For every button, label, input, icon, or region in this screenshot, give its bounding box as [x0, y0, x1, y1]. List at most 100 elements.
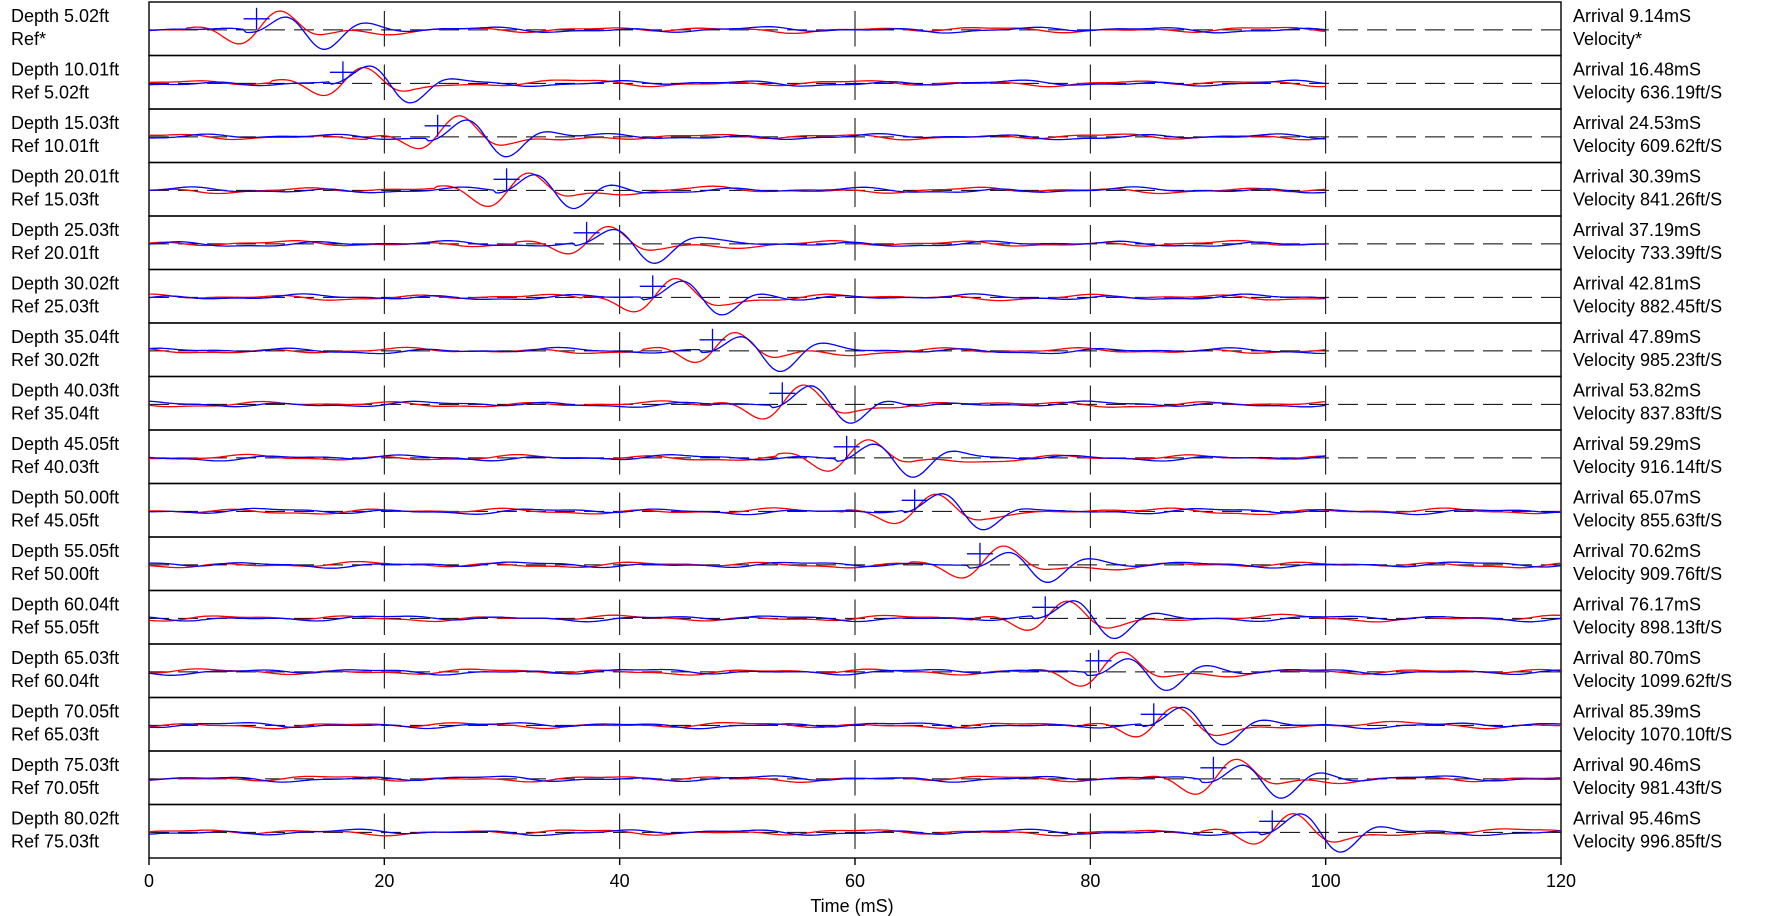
depth-label: Depth 10.01ft	[11, 60, 119, 80]
arrival-label: Arrival 90.46mS	[1573, 755, 1701, 775]
reference-waveform	[149, 551, 1562, 583]
depth-label: Depth 30.02ft	[11, 274, 119, 294]
ref-label: Ref*	[11, 29, 46, 49]
trace-row: Depth 70.05ft Ref 65.03ft Arrival 85.39mS V…	[11, 696, 1732, 752]
trace-waveform	[149, 439, 1326, 472]
ref-label: Ref 45.05ft	[11, 511, 99, 531]
trace-waveform	[148, 600, 1562, 631]
x-tick-label: 60	[845, 871, 865, 891]
x-tick-label: 20	[374, 871, 394, 891]
reference-waveform	[148, 600, 1562, 640]
trace-row: Depth 15.03ft Ref 10.01ft Arrival 24.53mS V…	[11, 108, 1722, 164]
velocity-label: Velocity 1070.10ft/S	[1573, 725, 1732, 745]
arrival-label: Arrival 76.17mS	[1573, 595, 1701, 615]
velocity-label: Velocity 1099.62ft/S	[1573, 671, 1732, 691]
depth-label: Depth 60.04ft	[11, 595, 119, 615]
ref-label: Ref 5.02ft	[11, 83, 89, 103]
reference-waveform	[148, 336, 1326, 373]
arrival-label: Arrival 42.81mS	[1573, 274, 1701, 294]
trace-row: Depth 35.04ft Ref 30.02ft Arrival 47.89mS V…	[11, 322, 1722, 378]
arrival-label: Arrival 53.82mS	[1573, 381, 1701, 401]
trace-waveform	[148, 172, 1326, 208]
x-tick-label: 40	[610, 871, 630, 891]
velocity-label: Velocity 855.63ft/S	[1573, 511, 1722, 531]
arrival-label: Arrival 37.19mS	[1573, 220, 1701, 240]
ref-label: Ref 50.00ft	[11, 564, 99, 584]
arrival-label: Arrival 95.46mS	[1573, 809, 1701, 829]
reference-waveform	[148, 443, 1326, 478]
ref-label: Ref 30.02ft	[11, 350, 99, 370]
reference-waveform	[148, 280, 1326, 316]
arrival-label: Arrival 16.48mS	[1573, 60, 1701, 80]
reference-waveform	[149, 119, 1326, 158]
reference-waveform	[148, 706, 1562, 746]
velocity-label: Velocity 841.26ft/S	[1573, 190, 1722, 210]
depth-label: Depth 55.05ft	[11, 541, 119, 561]
velocity-label: Velocity 916.14ft/S	[1573, 457, 1722, 477]
trace-row: Depth 40.03ft Ref 35.04ft Arrival 53.82mS V…	[11, 375, 1722, 431]
reference-waveform	[148, 16, 1326, 50]
trace-row: Depth 10.01ft Ref 5.02ft Arrival 16.48mS Ve…	[11, 54, 1722, 110]
depth-label: Depth 80.02ft	[11, 809, 119, 829]
depth-label: Depth 65.03ft	[11, 648, 119, 668]
trace-waveform	[148, 384, 1326, 420]
time-axis: Time (mS) 0 20 40 60 80 100 120	[144, 858, 1576, 916]
trace-waveform	[148, 651, 1562, 687]
reference-waveform	[149, 493, 1562, 531]
reference-waveform	[149, 174, 1326, 210]
reference-waveform	[148, 764, 1562, 799]
velocity-label: Velocity 996.85ft/S	[1573, 832, 1722, 852]
velocity-label: Velocity 898.13ft/S	[1573, 618, 1722, 638]
arrival-label: Arrival 80.70mS	[1573, 648, 1701, 668]
x-axis-title: Time (mS)	[810, 896, 893, 916]
trace-row: Depth 60.04ft Ref 55.05ft Arrival 76.17mS V…	[11, 589, 1722, 645]
ref-label: Ref 75.03ft	[11, 832, 99, 852]
trace-row: Depth 55.05ft Ref 50.00ft Arrival 70.62mS V…	[11, 536, 1722, 592]
ref-label: Ref 20.01ft	[11, 243, 99, 263]
depth-label: Depth 35.04ft	[11, 327, 119, 347]
ref-label: Ref 60.04ft	[11, 671, 99, 691]
depth-label: Depth 75.03ft	[11, 755, 119, 775]
depth-label: Depth 70.05ft	[11, 702, 119, 722]
trace-waveform	[149, 115, 1326, 150]
depth-label: Depth 20.01ft	[11, 167, 119, 187]
arrival-label: Arrival 70.62mS	[1573, 541, 1701, 561]
x-tick-label: 100	[1311, 871, 1341, 891]
velocity-label: Velocity 985.23ft/S	[1573, 350, 1722, 370]
reference-waveform	[148, 228, 1326, 264]
reference-waveform	[148, 385, 1326, 424]
velocity-label: Velocity 882.45ft/S	[1573, 297, 1722, 317]
depth-label: Depth 5.02ft	[11, 6, 109, 26]
trace-row: Depth 80.02ft Ref 75.03ft Arrival 95.46mS V…	[11, 803, 1722, 859]
arrival-label: Arrival 24.53mS	[1573, 113, 1701, 133]
trace-waveform	[148, 225, 1326, 255]
ref-label: Ref 25.03ft	[11, 297, 99, 317]
trace-row: Depth 5.02ft Ref* Arrival 9.14mS Velocity*	[11, 1, 1691, 57]
x-tick-label: 120	[1546, 871, 1576, 891]
arrival-label: Arrival 65.07mS	[1573, 488, 1701, 508]
trace-row: Depth 20.01ft Ref 15.03ft Arrival 30.39mS V…	[11, 161, 1722, 217]
ref-label: Ref 70.05ft	[11, 778, 99, 798]
depth-label: Depth 50.00ft	[11, 488, 119, 508]
reference-waveform	[148, 658, 1562, 692]
velocity-label: Velocity 636.19ft/S	[1573, 83, 1722, 103]
trace-row: Depth 50.00ft Ref 45.05ft Arrival 65.07mS V…	[11, 482, 1722, 538]
ref-label: Ref 55.05ft	[11, 618, 99, 638]
arrival-label: Arrival 47.89mS	[1573, 327, 1701, 347]
trace-row: Depth 30.02ft Ref 25.03ft Arrival 42.81mS V…	[11, 268, 1722, 324]
velocity-label: Velocity 909.76ft/S	[1573, 564, 1722, 584]
x-tick-label: 0	[144, 871, 154, 891]
depth-label: Depth 15.03ft	[11, 113, 119, 133]
trace-row: Depth 25.03ft Ref 20.01ft Arrival 37.19mS V…	[11, 215, 1722, 271]
depth-label: Depth 25.03ft	[11, 220, 119, 240]
arrival-label: Arrival 59.29mS	[1573, 434, 1701, 454]
arrival-label: Arrival 9.14mS	[1573, 6, 1691, 26]
velocity-label: Velocity 733.39ft/S	[1573, 243, 1722, 263]
arrival-label: Arrival 30.39mS	[1573, 167, 1701, 187]
x-tick-label: 80	[1080, 871, 1100, 891]
velocity-label: Velocity 837.83ft/S	[1573, 404, 1722, 424]
trace-row: Depth 75.03ft Ref 70.05ft Arrival 90.46mS V…	[11, 750, 1722, 806]
ref-label: Ref 35.04ft	[11, 404, 99, 424]
